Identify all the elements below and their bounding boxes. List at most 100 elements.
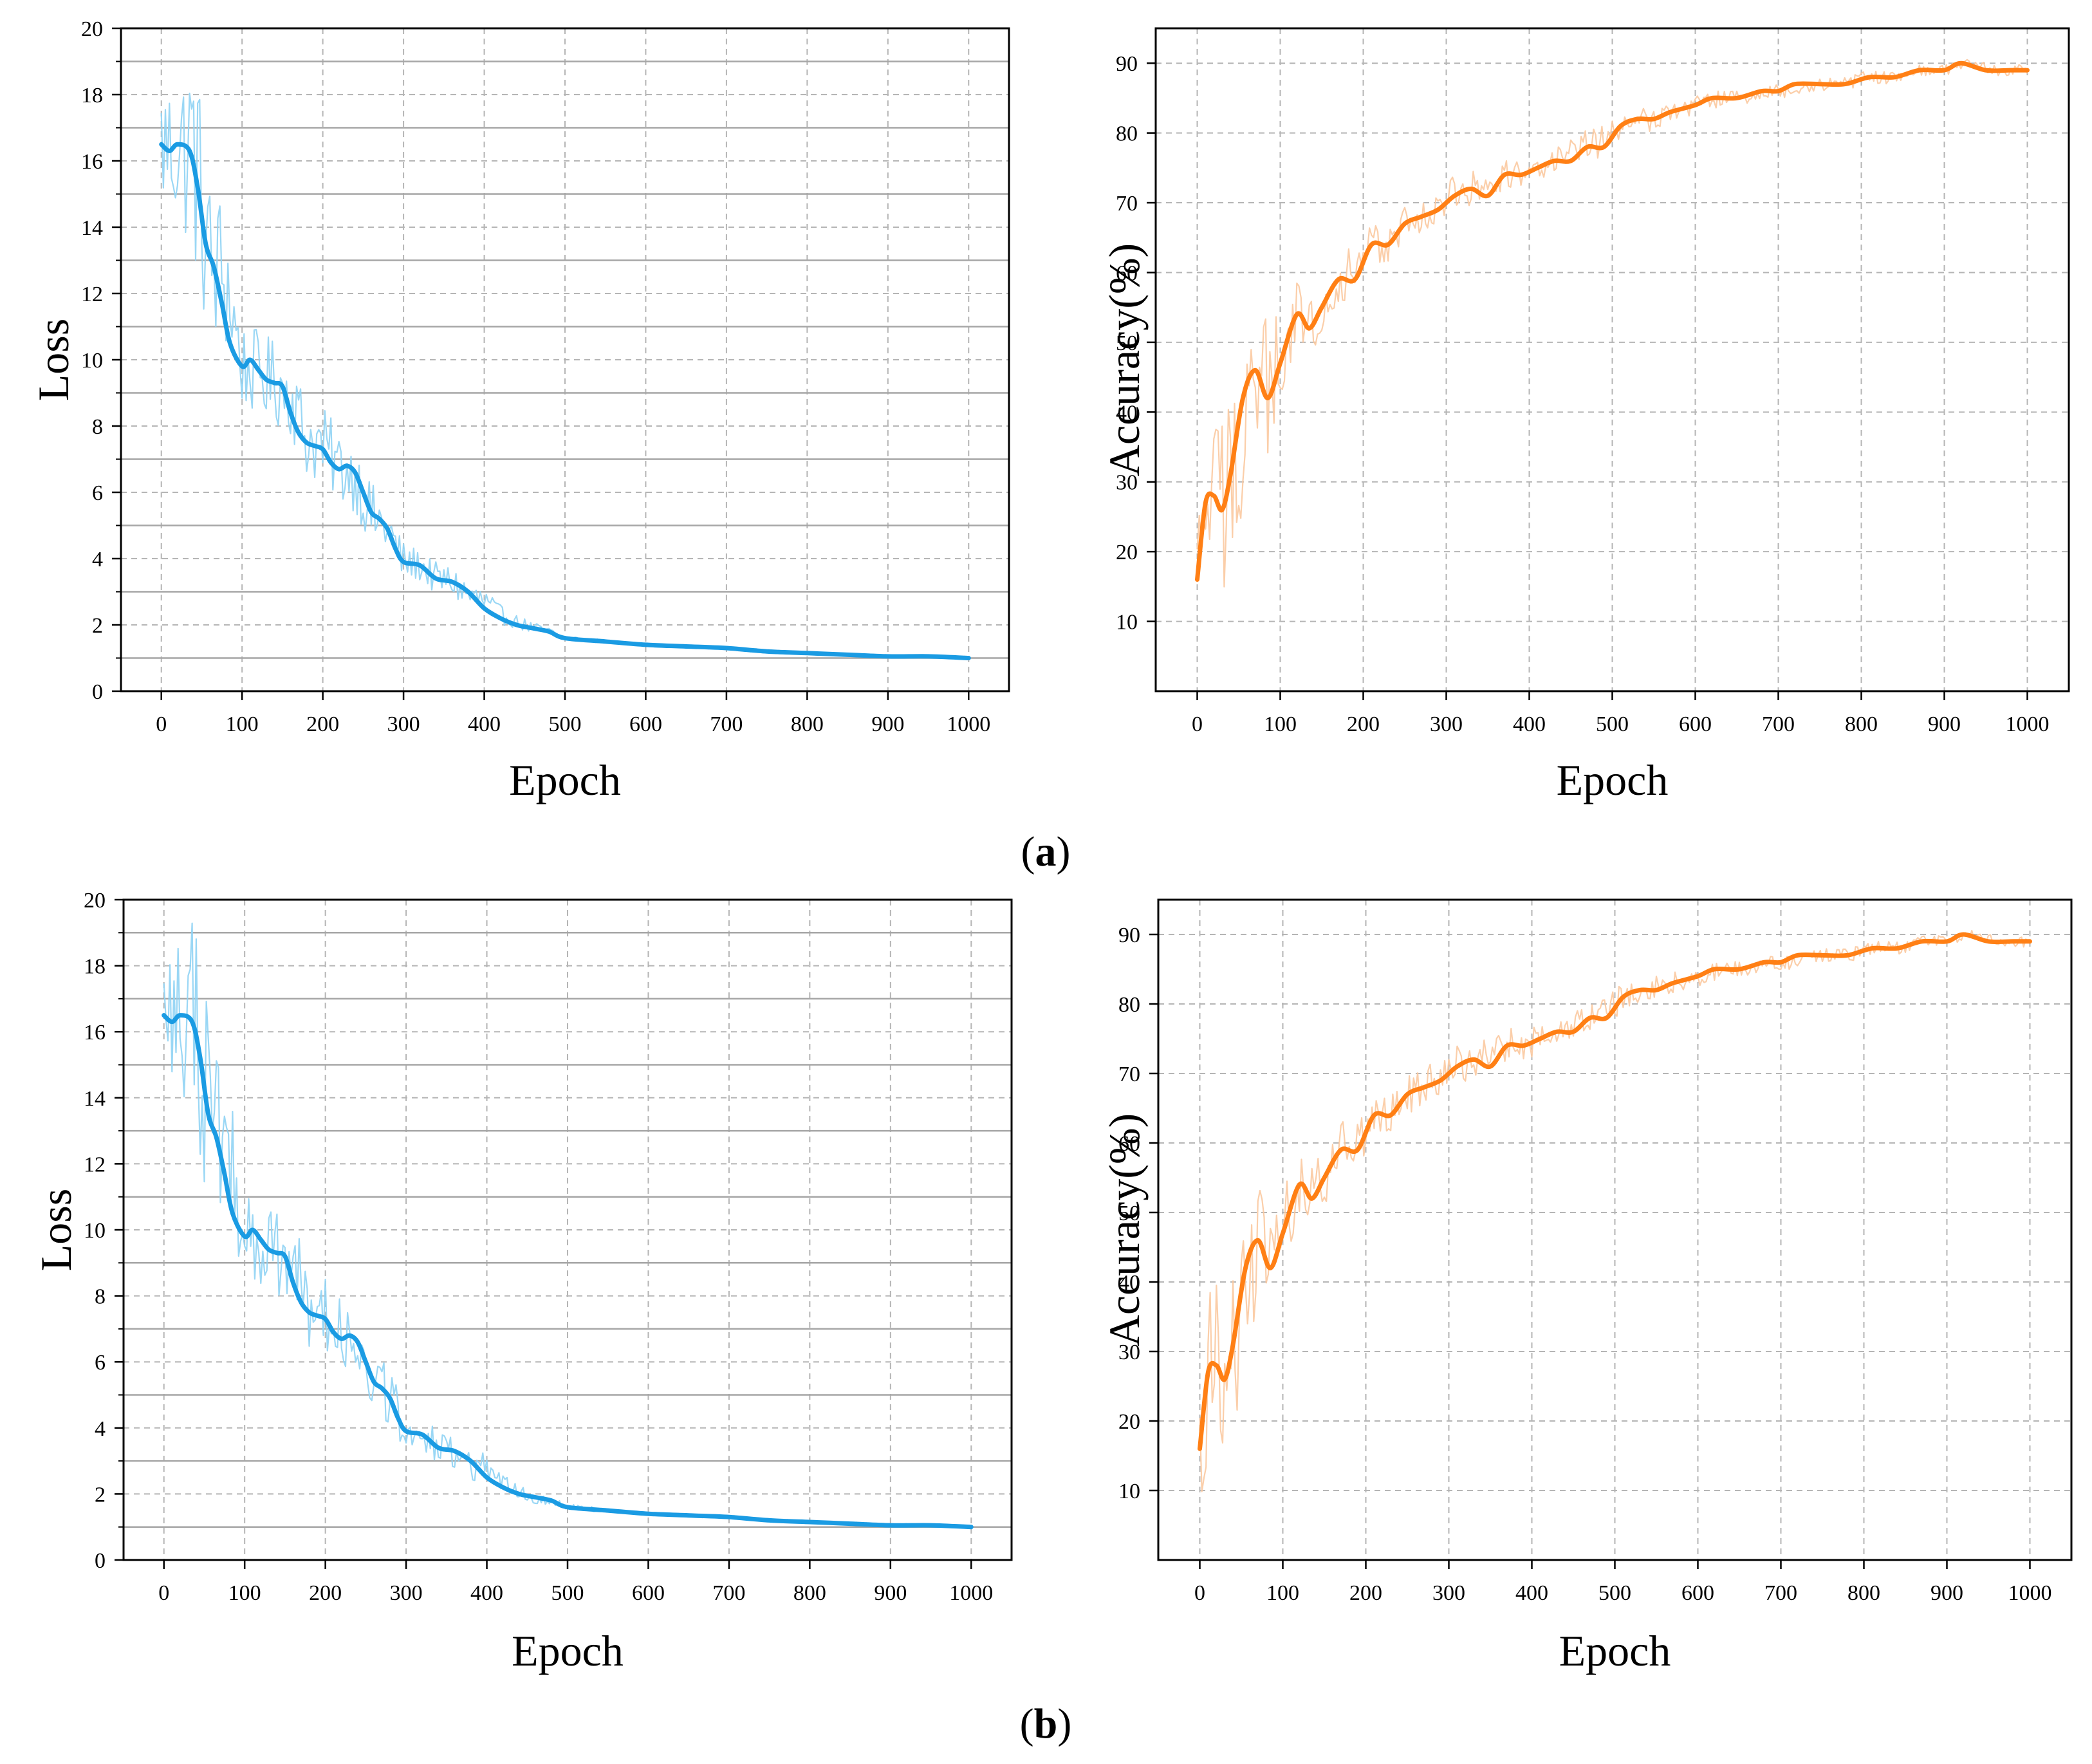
x-tick-label: 400 bbox=[470, 1581, 503, 1605]
x-tick-label: 0 bbox=[1192, 712, 1203, 736]
x-tick-label: 800 bbox=[793, 1581, 826, 1605]
x-tick-label: 1000 bbox=[2006, 712, 2050, 736]
plot-area bbox=[1198, 929, 2032, 1492]
x-tick-label: 200 bbox=[309, 1581, 342, 1605]
y-tick-label: 8 bbox=[92, 415, 103, 439]
y-tick-label: 20 bbox=[1116, 541, 1138, 564]
smoothed-series-line bbox=[162, 1013, 974, 1530]
y-tick-label: 18 bbox=[84, 955, 106, 979]
x-tick-label: 100 bbox=[228, 1581, 261, 1605]
y-tick-label: 6 bbox=[92, 481, 103, 505]
y-tick-label: 30 bbox=[1116, 471, 1138, 495]
y-tick-label: 8 bbox=[95, 1285, 106, 1309]
x-tick-label: 300 bbox=[387, 712, 420, 736]
y-tick-label: 16 bbox=[81, 150, 103, 174]
x-axis-ticks: 0 100 200 300 400 500 600 700 800 900 1000 bbox=[1194, 1560, 2052, 1605]
y-axis-label: Loss bbox=[29, 319, 78, 401]
y-tick-label: 10 bbox=[1118, 1480, 1140, 1503]
x-tick-label: 500 bbox=[1596, 712, 1629, 736]
x-tick-label: 300 bbox=[1430, 712, 1463, 736]
panel-label-b: (b) bbox=[1020, 1700, 1072, 1747]
y-tick-label: 4 bbox=[92, 548, 103, 571]
x-axis-label: Epoch bbox=[1559, 1626, 1671, 1675]
x-tick-label: 100 bbox=[226, 712, 259, 736]
x-tick-label: 600 bbox=[632, 1581, 665, 1605]
y-tick-label: 16 bbox=[84, 1021, 106, 1044]
y-tick-label: 12 bbox=[81, 283, 103, 306]
x-tick-label: 1000 bbox=[947, 712, 990, 736]
x-axis-ticks: 0 100 200 300 400 500 600 700 800 900 1000 bbox=[158, 1560, 993, 1605]
chart-b-loss: 0 100 200 300 400 500 600 700 800 900 1000 0 2 4 6 8 10 1… bbox=[32, 889, 1013, 1675]
x-axis-label: Epoch bbox=[512, 1626, 624, 1675]
y-tick-label: 60 bbox=[1118, 1132, 1140, 1156]
y-axis-ticks: 0 2 4 6 8 10 12 14 16 18 20 bbox=[81, 17, 121, 704]
x-tick-label: 600 bbox=[1681, 1581, 1714, 1605]
panel-label-a-letter: a bbox=[1035, 828, 1057, 875]
x-tick-label: 1000 bbox=[949, 1581, 993, 1605]
x-tick-label: 0 bbox=[156, 712, 167, 736]
x-tick-label: 900 bbox=[871, 712, 904, 736]
x-tick-label: 400 bbox=[468, 712, 501, 736]
y-tick-label: 90 bbox=[1118, 924, 1140, 947]
panel-label-b-letter: b bbox=[1034, 1700, 1058, 1747]
chart-a-accuracy: 0 100 200 300 400 500 600 700 800 900 1000 10 20 30 40… bbox=[1100, 27, 2070, 804]
grid bbox=[1158, 900, 2071, 1560]
y-tick-label: 40 bbox=[1116, 401, 1138, 425]
x-tick-label: 200 bbox=[306, 712, 339, 736]
y-axis-ticks: 10 20 30 40 50 60 70 80 90 bbox=[1116, 52, 1156, 635]
y-tick-label: 40 bbox=[1118, 1271, 1140, 1295]
y-axis-label: Accuracy(%) bbox=[1100, 1113, 1149, 1346]
x-tick-label: 1000 bbox=[2008, 1581, 2052, 1605]
x-tick-label: 100 bbox=[1266, 1581, 1299, 1605]
x-tick-label: 800 bbox=[791, 712, 824, 736]
y-tick-label: 10 bbox=[84, 1219, 106, 1243]
y-tick-label: 30 bbox=[1118, 1341, 1140, 1364]
x-tick-label: 400 bbox=[1513, 712, 1546, 736]
x-tick-label: 800 bbox=[1845, 712, 1878, 736]
x-tick-label: 900 bbox=[1928, 712, 1961, 736]
smoothed-series-line bbox=[159, 142, 971, 660]
y-tick-label: 4 bbox=[95, 1417, 106, 1441]
x-axis-ticks: 0 100 200 300 400 500 600 700 800 900 1000 bbox=[156, 691, 990, 736]
x-tick-label: 700 bbox=[710, 712, 743, 736]
x-tick-label: 600 bbox=[1679, 712, 1712, 736]
x-tick-label: 200 bbox=[1349, 1581, 1382, 1605]
x-tick-label: 600 bbox=[629, 712, 662, 736]
y-tick-label: 18 bbox=[81, 84, 103, 107]
y-tick-label: 90 bbox=[1116, 52, 1138, 76]
x-tick-label: 200 bbox=[1347, 712, 1380, 736]
x-tick-label: 900 bbox=[1930, 1581, 1963, 1605]
y-axis-label: Accuracy(%) bbox=[1100, 243, 1149, 476]
y-tick-label: 10 bbox=[81, 349, 103, 373]
y-tick-label: 0 bbox=[95, 1549, 106, 1573]
y-tick-label: 2 bbox=[92, 614, 103, 638]
x-tick-label: 300 bbox=[1432, 1581, 1465, 1605]
x-tick-label: 700 bbox=[1762, 712, 1795, 736]
x-tick-label: 800 bbox=[1847, 1581, 1880, 1605]
x-tick-label: 100 bbox=[1264, 712, 1297, 736]
panel-label-a: (a) bbox=[1021, 828, 1071, 875]
plot-area bbox=[162, 922, 974, 1530]
smoothed-series-line bbox=[1195, 60, 2030, 582]
plot-area bbox=[1195, 59, 2030, 588]
panel-label-b-open: ( bbox=[1020, 1700, 1034, 1747]
y-tick-label: 20 bbox=[84, 889, 106, 913]
y-tick-label: 20 bbox=[81, 17, 103, 41]
y-tick-label: 60 bbox=[1116, 261, 1138, 285]
x-tick-label: 500 bbox=[1598, 1581, 1631, 1605]
plot-area bbox=[159, 92, 971, 660]
y-axis-ticks: 10 20 30 40 50 60 70 80 90 bbox=[1118, 924, 1158, 1503]
x-tick-label: 0 bbox=[158, 1581, 169, 1605]
panel-label-a-close: ) bbox=[1057, 828, 1071, 875]
y-tick-label: 70 bbox=[1118, 1063, 1140, 1086]
smoothed-series-line bbox=[1198, 932, 2032, 1451]
x-tick-label: 900 bbox=[874, 1581, 907, 1605]
x-tick-label: 700 bbox=[1764, 1581, 1797, 1605]
chart-b-accuracy: 0 100 200 300 400 500 600 700 800 900 1000 10 20 30 40… bbox=[1100, 898, 2073, 1675]
x-tick-label: 500 bbox=[549, 712, 582, 736]
y-tick-label: 50 bbox=[1116, 331, 1138, 355]
y-tick-label: 12 bbox=[84, 1153, 106, 1176]
y-tick-label: 20 bbox=[1118, 1410, 1140, 1434]
x-tick-label: 300 bbox=[390, 1581, 423, 1605]
